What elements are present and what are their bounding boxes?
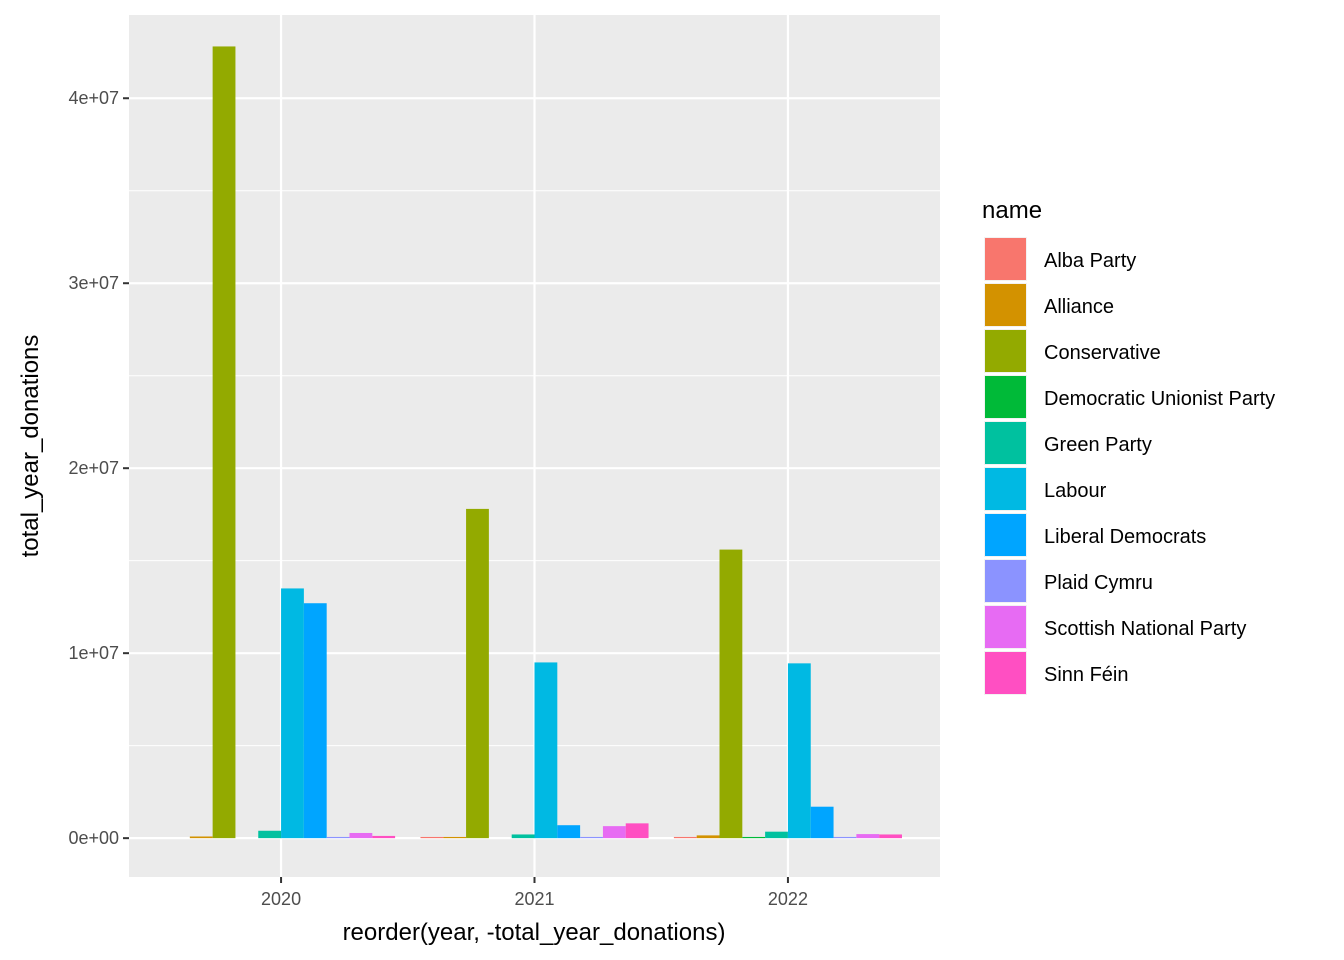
bar [534, 662, 558, 839]
y-axis: 0e+00 1e+07 2e+07 3e+07 4e+07 [68, 88, 129, 848]
bar [443, 836, 467, 839]
y-tick-label: 3e+07 [68, 273, 119, 293]
legend-key [985, 468, 1026, 510]
y-tick-label: 1e+07 [68, 643, 119, 663]
bar [673, 836, 697, 839]
bar [696, 835, 720, 839]
legend-label: Conservative [1044, 342, 1161, 364]
legend-key [985, 514, 1026, 556]
legend-label: Alba Party [1044, 250, 1136, 272]
legend-key [985, 606, 1026, 648]
bar [625, 823, 649, 839]
legend-label: Green Party [1044, 434, 1152, 456]
bar [258, 830, 282, 839]
y-tick-label: 2e+07 [68, 458, 119, 478]
legend-label: Scottish National Party [1044, 618, 1246, 640]
bar [281, 588, 304, 839]
bar [511, 834, 535, 839]
legend-label: Democratic Unionist Party [1044, 388, 1275, 410]
bar [879, 834, 902, 839]
legend-key [985, 376, 1026, 418]
legend-label: Labour [1044, 480, 1107, 502]
bar [212, 46, 236, 839]
legend: name Alba Party Alliance Conservative Democ… [982, 197, 1275, 695]
bar [602, 826, 626, 839]
legend-key [985, 284, 1026, 326]
bar [833, 836, 857, 839]
y-tick-label: 4e+07 [68, 88, 119, 108]
legend-key [985, 560, 1026, 602]
bar [349, 832, 373, 839]
y-axis-title: total_year_donations [17, 335, 44, 558]
x-tick-label: 2022 [768, 889, 808, 909]
legend-label: Alliance [1044, 296, 1114, 318]
bar [557, 825, 581, 839]
bar [810, 806, 834, 839]
legend-key [985, 330, 1026, 372]
x-tick-label: 2020 [261, 889, 301, 909]
bar [856, 834, 880, 839]
bar [787, 663, 811, 839]
bar [719, 549, 743, 839]
legend-label: Plaid Cymru [1044, 572, 1153, 594]
bar [765, 831, 788, 839]
legend-key [985, 652, 1026, 694]
bar [326, 836, 350, 839]
bar [742, 836, 766, 839]
x-axis-title: reorder(year, -total_year_donations) [343, 919, 726, 946]
bar [466, 508, 489, 839]
bar [303, 603, 327, 839]
bar [372, 835, 396, 839]
bar [189, 836, 213, 839]
x-tick-label: 2021 [514, 889, 554, 909]
bars [189, 46, 902, 839]
legend-key [985, 422, 1026, 464]
legend-title: name [982, 197, 1042, 224]
bar [580, 836, 603, 839]
bar [420, 836, 444, 839]
legend-label: Sinn Féin [1044, 664, 1129, 686]
legend-key [985, 238, 1026, 280]
legend-label: Liberal Democrats [1044, 526, 1206, 548]
x-axis: 2020 2021 2022 [261, 877, 808, 909]
y-tick-label: 0e+00 [68, 828, 119, 848]
